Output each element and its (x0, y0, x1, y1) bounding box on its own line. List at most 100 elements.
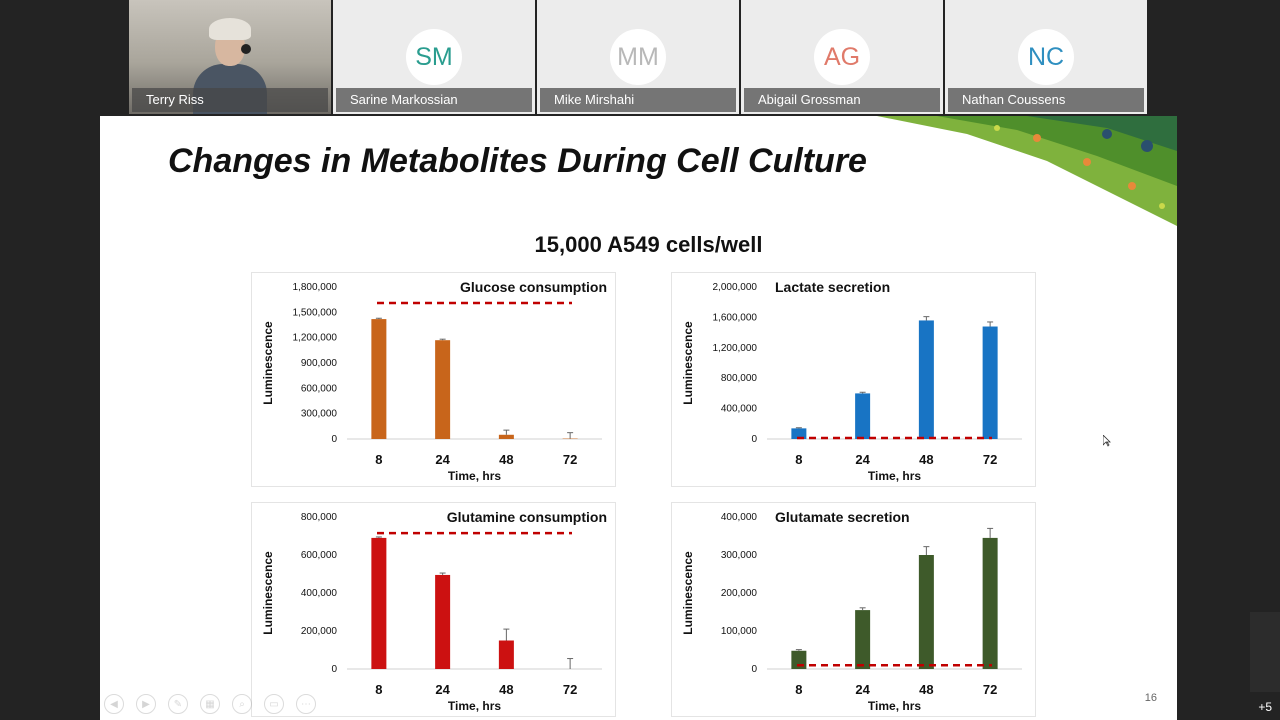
x-tick-label: 24 (435, 452, 450, 467)
y-axis-label: Luminescence (261, 321, 275, 405)
participant-tile[interactable]: MM Mike Mirshahi (537, 0, 739, 114)
chart-glutamate: 0 100,000 200,000 300,000 400,000 8 24 48 72 Glut… (671, 502, 1036, 717)
bar (791, 428, 807, 439)
y-tick-label: 200,000 (721, 588, 758, 599)
y-tick-label: 400,000 (301, 588, 338, 599)
bar (371, 537, 387, 669)
headset-icon (241, 44, 251, 54)
chart-title: Glutamate secretion (775, 509, 910, 525)
y-tick-label: 0 (751, 434, 757, 445)
y-axis-label: Luminescence (681, 551, 695, 635)
bar (918, 555, 934, 669)
y-tick-label: 100,000 (721, 626, 758, 637)
chart-lactate: 0 400,000 800,000 1,200,000 1,600,000 2,000,0… (671, 272, 1036, 487)
x-tick-label: 72 (563, 682, 577, 697)
y-tick-label: 0 (331, 434, 337, 445)
chart-svg: 0 200,000 400,000 600,000 800,000 8 24 48 72 Glut… (261, 509, 607, 713)
bar (855, 610, 871, 669)
x-axis-label: Time, hrs (868, 699, 921, 713)
participant-name: Abigail Grossman (744, 88, 940, 112)
y-tick-label: 1,200,000 (293, 333, 338, 344)
next-slide-icon[interactable]: ▶ (136, 694, 156, 714)
y-tick-label: 2,000,000 (713, 282, 758, 293)
participant-name: Nathan Coussens (948, 88, 1144, 112)
grid-icon[interactable]: ▦ (200, 694, 220, 714)
chart-glutamine: 0 200,000 400,000 600,000 800,000 8 24 48 72 Glut… (251, 502, 616, 717)
x-tick-label: 72 (563, 452, 577, 467)
chart-title: Glucose consumption (460, 279, 607, 295)
chart-svg: 0 100,000 200,000 300,000 400,000 8 24 48 72 Glut… (681, 509, 1022, 713)
x-tick-label: 48 (919, 682, 933, 697)
x-tick-label: 8 (375, 452, 382, 467)
participant-tile[interactable]: SM Sarine Markossian (333, 0, 535, 114)
mouse-cursor-icon (1103, 435, 1111, 447)
presentation-toolbar: ◀ ▶ ✎ ▦ ⌕ ▭ ⋯ (104, 694, 316, 714)
participant-video-hair (209, 18, 251, 40)
avatar: MM (610, 29, 666, 85)
avatar: NC (1018, 29, 1074, 85)
y-tick-label: 900,000 (301, 358, 338, 369)
foliage-decoration (877, 116, 1177, 226)
previous-slide-icon[interactable]: ◀ (104, 694, 124, 714)
y-tick-label: 400,000 (721, 404, 758, 415)
participant-tile[interactable]: AG Abigail Grossman (741, 0, 943, 114)
y-tick-label: 800,000 (721, 373, 758, 384)
shared-slide: Changes in Metabolites During Cell Cultu… (100, 116, 1177, 720)
slide-page-number: 16 (1144, 692, 1157, 704)
bar (435, 340, 451, 439)
bar (918, 320, 934, 439)
bar (371, 319, 387, 439)
x-tick-label: 48 (499, 682, 513, 697)
participant-name: Sarine Markossian (336, 88, 532, 112)
avatar: AG (814, 29, 870, 85)
y-tick-label: 400,000 (721, 512, 758, 523)
y-tick-label: 600,000 (301, 383, 338, 394)
avatar: SM (406, 29, 462, 85)
slide-subtitle: 15,000 A549 cells/well (534, 232, 763, 257)
x-axis-label: Time, hrs (868, 469, 921, 483)
bar (498, 434, 514, 439)
chart-glucose: 0 300,000 600,000 900,000 1,200,000 1,500,000… (251, 272, 616, 487)
zoom-icon[interactable]: ⌕ (232, 694, 252, 714)
participant-tile[interactable]: NC Nathan Coussens (945, 0, 1147, 114)
x-tick-label: 24 (855, 452, 870, 467)
side-panel-handle[interactable] (1250, 612, 1280, 692)
x-axis-label: Time, hrs (448, 699, 501, 713)
more-options-icon[interactable]: ⋯ (296, 694, 316, 714)
extra-participants-count[interactable]: +5 (1258, 700, 1272, 714)
y-tick-label: 300,000 (301, 409, 338, 420)
y-tick-label: 800,000 (301, 512, 338, 523)
x-tick-label: 72 (983, 452, 997, 467)
x-tick-label: 24 (855, 682, 870, 697)
participant-name: Mike Mirshahi (540, 88, 736, 112)
y-axis-label: Luminescence (681, 321, 695, 405)
x-axis-label: Time, hrs (448, 469, 501, 483)
x-tick-label: 8 (795, 452, 802, 467)
bar (982, 326, 998, 439)
x-tick-label: 72 (983, 682, 997, 697)
x-tick-label: 48 (499, 452, 513, 467)
bar (435, 574, 451, 669)
y-tick-label: 300,000 (721, 550, 758, 561)
y-tick-label: 0 (331, 664, 337, 675)
participant-tile-video[interactable]: Terry Riss (129, 0, 331, 114)
y-tick-label: 600,000 (301, 550, 338, 561)
y-tick-label: 1,200,000 (713, 343, 758, 354)
x-tick-label: 8 (375, 682, 382, 697)
y-tick-label: 1,600,000 (713, 312, 758, 323)
x-tick-label: 8 (795, 682, 802, 697)
bar (498, 640, 514, 669)
y-tick-label: 1,500,000 (293, 307, 338, 318)
chart-title: Lactate secretion (775, 279, 890, 295)
bar (855, 393, 871, 439)
pen-icon[interactable]: ✎ (168, 694, 188, 714)
y-tick-label: 200,000 (301, 626, 338, 637)
chart-title: Glutamine consumption (447, 509, 607, 525)
y-tick-label: 1,800,000 (293, 282, 338, 293)
chart-svg: 0 300,000 600,000 900,000 1,200,000 1,500,000… (261, 279, 607, 483)
x-tick-label: 48 (919, 452, 933, 467)
subtitles-icon[interactable]: ▭ (264, 694, 284, 714)
participant-name: Terry Riss (132, 88, 328, 112)
chart-svg: 0 400,000 800,000 1,200,000 1,600,000 2,000,0… (681, 279, 1022, 483)
participant-strip: Terry Riss SM Sarine Markossian MM Mike … (129, 0, 1149, 114)
